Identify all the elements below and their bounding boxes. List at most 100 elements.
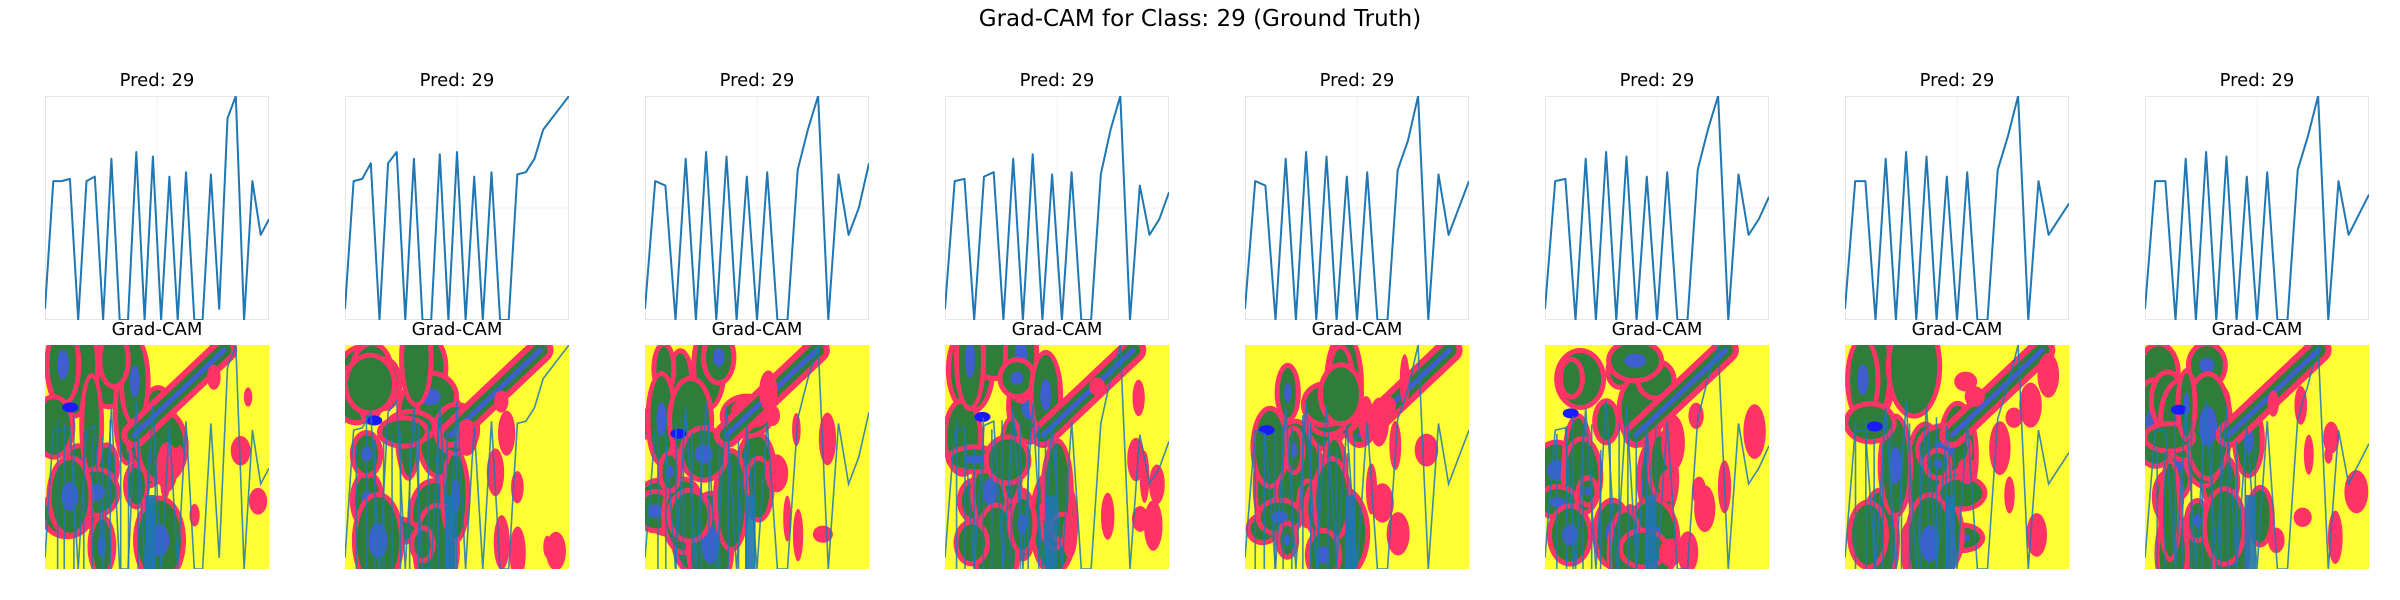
heatmap-streak: [1633, 347, 1729, 438]
heatmap-spot: [2303, 434, 2314, 475]
pred-title-1: Pred: 29: [119, 70, 195, 91]
gradcam-title-2: Grad-CAM: [411, 319, 503, 340]
gradcam-heatmap-6: [1545, 345, 1769, 569]
heatmap-spot: [1694, 485, 1716, 533]
gradcam-title-3: Grad-CAM: [711, 319, 803, 340]
pred-plot-1: [45, 96, 269, 320]
pred-series-line: [45, 96, 269, 320]
pred-title-3: Pred: 29: [719, 70, 795, 91]
heatmap-spot: [243, 387, 253, 407]
pred-plot-8: [2145, 96, 2369, 320]
gradcam-title-5: Grad-CAM: [1311, 319, 1403, 340]
heatmap-mid: [1562, 361, 1581, 395]
gradcam-heatmap-3: [645, 345, 869, 569]
gradcam-heatmap-8: [2145, 345, 2369, 569]
heatmap-spot: [812, 525, 833, 543]
heatmap-spot: [494, 390, 509, 413]
overlay-block: [745, 495, 755, 569]
pred-series-line: [1545, 96, 1769, 320]
heatmap-peak: [974, 411, 991, 422]
heatmap-spot: [1127, 437, 1145, 482]
heatmap-spot: [2019, 382, 2042, 428]
heatmap-spot: [2267, 390, 2279, 417]
gradcam-heatmap-5: [1245, 345, 1469, 569]
heatmap-spot: [1677, 531, 1699, 569]
heatmap-spot: [1100, 492, 1115, 540]
heatmap-spot: [486, 448, 505, 497]
overlay-block: [1345, 495, 1355, 569]
pred-plot-5: [1245, 96, 1469, 320]
overlay-series-line: [2145, 345, 2369, 569]
heatmap-core: [712, 348, 725, 367]
pred-series-line: [1245, 96, 1469, 320]
heatmap-spot: [168, 447, 184, 464]
heatmap-spot: [2267, 527, 2285, 554]
heatmap-spot: [230, 436, 251, 466]
gradcam-heatmap-4: [945, 345, 1169, 569]
heatmap-core: [1933, 459, 1943, 469]
gradcam-title-4: Grad-CAM: [1011, 319, 1103, 340]
heatmap-core: [1889, 446, 1902, 485]
heatmap-peak: [366, 415, 383, 426]
overlay-series-line: [645, 345, 869, 569]
heatmap-core: [1010, 371, 1024, 385]
heatmap-spot: [1132, 379, 1145, 417]
heatmap-spot: [1148, 464, 1165, 505]
heatmap-spot: [1414, 433, 1439, 467]
pred-title-4: Pred: 29: [1019, 70, 1095, 91]
overlay-block: [145, 495, 155, 569]
gradcam-title-1: Grad-CAM: [111, 319, 203, 340]
heatmap-mid: [1890, 345, 1938, 414]
overlay-series-line: [945, 345, 1169, 569]
overlay-series-line: [45, 345, 269, 569]
heatmap-spot: [792, 508, 804, 562]
gradcam-title-6: Grad-CAM: [1611, 319, 1703, 340]
heatmap-spot: [545, 531, 566, 569]
heatmap-core: [2193, 513, 2202, 528]
heatmap-spot: [765, 454, 789, 493]
heatmap-spot: [1956, 457, 1977, 485]
pred-title-7: Pred: 29: [1919, 70, 1995, 91]
heatmap-core: [1857, 364, 1869, 395]
heatmap-spot: [2293, 507, 2312, 528]
heatmap-peak: [670, 428, 687, 439]
heatmap-spot: [206, 364, 221, 390]
overlay-series-line: [345, 345, 569, 569]
heatmap-core: [1624, 353, 1646, 368]
heatmap-spot: [1369, 397, 1389, 447]
heatmap-spot: [1989, 421, 2011, 475]
heatmap-streak: [1949, 347, 2045, 438]
pred-series-line: [1845, 96, 2069, 320]
heatmap-peak: [1258, 425, 1275, 436]
heatmap-spot: [248, 487, 268, 515]
overlay-block: [1045, 495, 1055, 569]
heatmap-spot: [1386, 512, 1410, 556]
gradcam-title-8: Grad-CAM: [2211, 319, 2303, 340]
heatmap-spot: [2323, 421, 2340, 454]
pred-plot-6: [1545, 96, 1769, 320]
heatmap-spot: [493, 515, 510, 569]
heatmap-spot: [2294, 385, 2308, 425]
heatmap-spot: [1143, 500, 1163, 551]
overlay-block: [1645, 495, 1655, 569]
pred-plot-7: [1845, 96, 2069, 320]
heatmap-spot: [1743, 404, 1766, 460]
heatmap-core: [129, 365, 140, 398]
heatmap-spot: [497, 410, 516, 456]
heatmap-core: [1284, 382, 1292, 403]
heatmap-mid: [671, 492, 708, 539]
heatmap-core: [1584, 487, 1591, 496]
pred-title-6: Pred: 29: [1619, 70, 1695, 91]
pred-series-line: [645, 96, 869, 320]
overlay-series-line: [1545, 345, 1769, 569]
heatmap-mid: [102, 345, 126, 385]
heatmap-peak: [1866, 421, 1883, 432]
heatmap-spot: [160, 467, 170, 500]
pred-title-8: Pred: 29: [2219, 70, 2295, 91]
heatmap-spot: [2004, 476, 2015, 514]
heatmap-core: [983, 477, 997, 507]
heatmap-peak: [62, 402, 79, 413]
heatmap-core: [1317, 546, 1330, 564]
gradcam-title-7: Grad-CAM: [1911, 319, 2003, 340]
